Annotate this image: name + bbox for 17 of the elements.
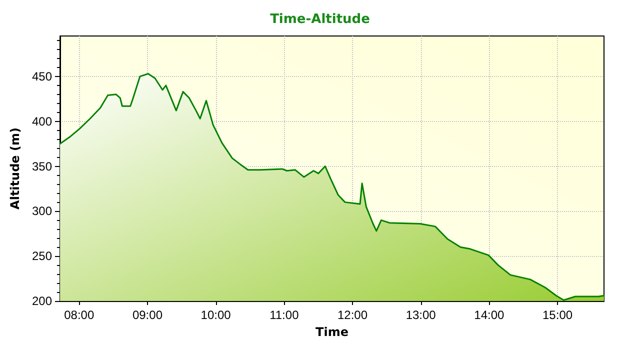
y-tick-label: 300 xyxy=(32,204,52,218)
y-tick-label: 200 xyxy=(32,294,52,308)
x-tick-label: 08:00 xyxy=(64,308,94,322)
x-tick-label: 15:00 xyxy=(542,308,573,322)
x-tick-label: 11:00 xyxy=(270,308,300,322)
y-axis-title: Altitude (m) xyxy=(8,128,22,210)
y-tick-label: 400 xyxy=(32,114,52,128)
chart-title: Time-Altitude xyxy=(270,12,370,27)
x-tick-label: 13:00 xyxy=(406,308,436,322)
y-tick-label: 450 xyxy=(32,69,52,84)
x-tick-label: 14:00 xyxy=(474,308,505,322)
y-tick-label: 250 xyxy=(32,249,52,264)
y-tick-label: 350 xyxy=(32,159,52,174)
x-tick-label: 12:00 xyxy=(337,308,368,322)
x-axis-title: Time xyxy=(316,324,348,339)
x-tick-label: 10:00 xyxy=(200,308,232,322)
x-tick-label: 09:00 xyxy=(132,308,163,322)
